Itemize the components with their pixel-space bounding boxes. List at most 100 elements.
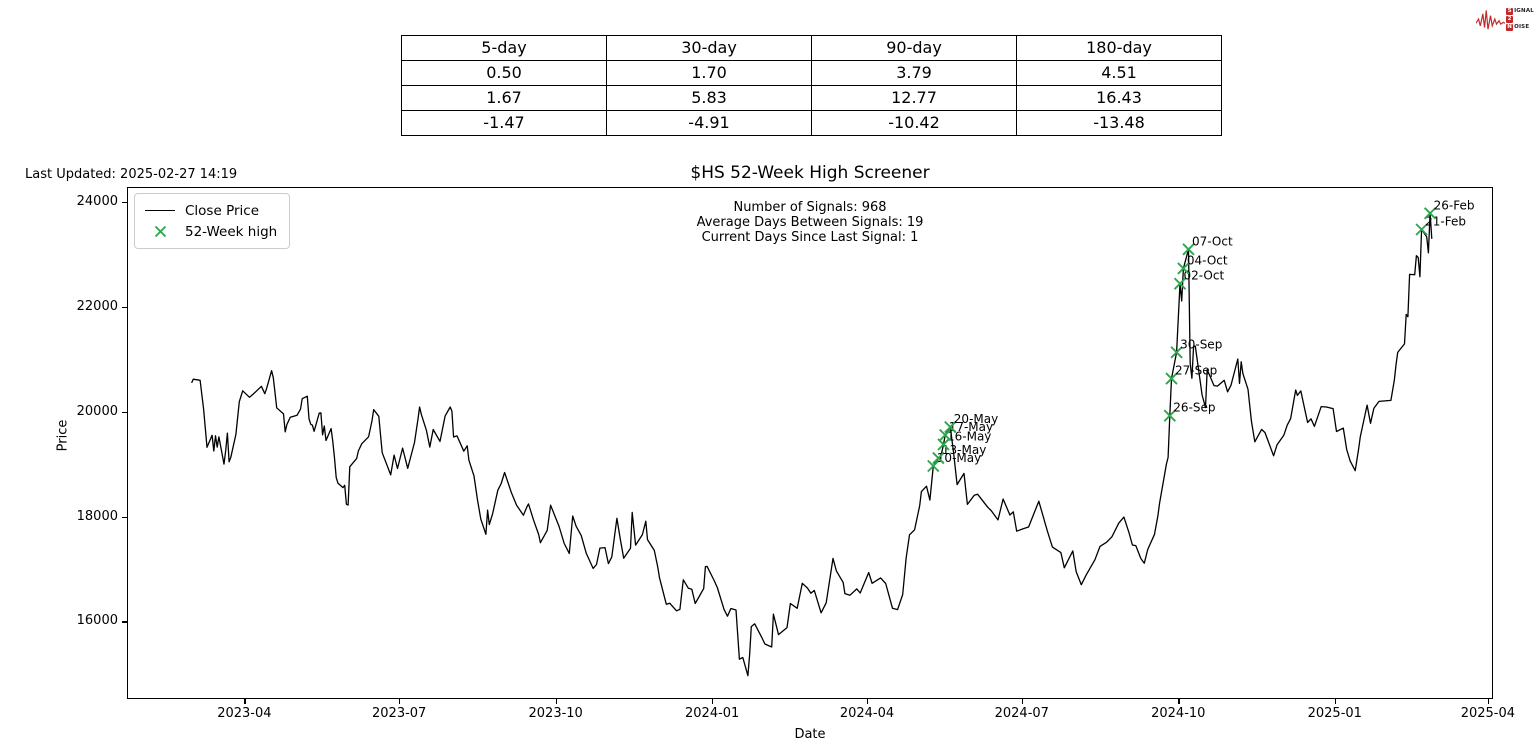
x-tick-label: 2024-01 — [685, 706, 740, 721]
table-cell: 1.70 — [606, 60, 812, 86]
table-cell: -4.91 — [606, 110, 812, 136]
signal-label: 30-Sep — [1180, 337, 1222, 351]
x-tick-mark — [1178, 699, 1180, 704]
signal-marker-x — [944, 420, 957, 434]
x-tick-mark — [1334, 699, 1337, 704]
x-tick-mark — [866, 699, 869, 704]
x-tick-label: 2023-04 — [217, 706, 272, 721]
legend-label-close-price: Close Price — [185, 202, 259, 219]
signal-marker-x — [939, 428, 952, 442]
signal-stats-annotation: Number of Signals: 968 Average Days Betw… — [127, 200, 1493, 245]
logo-box-2: 2 — [1506, 15, 1514, 23]
y-tick-mark — [122, 411, 127, 414]
signal-marker-x — [1173, 277, 1187, 290]
logo-box-n: N — [1506, 23, 1514, 31]
table-row: -1.47 -4.91 -10.42 -13.48 — [401, 110, 1222, 136]
chart-title: $HS 52-Week High Screener — [690, 163, 930, 183]
signal-label: 27-Sep — [1175, 364, 1217, 378]
signal-label: 26-Feb — [1434, 198, 1475, 212]
last-updated-text: Last Updated: 2025-02-27 14:19 — [25, 167, 238, 182]
table-cell: 12.77 — [811, 85, 1017, 111]
returns-table: 5-day 30-day 90-day 180-day 0.50 1.70 3.79 4.51… — [401, 35, 1222, 136]
y-tick-mark — [122, 202, 127, 204]
table-header-cell: 5-day — [401, 35, 607, 61]
plot-area: 10-May 13-May 16-May 17-May 20-May 26-Sep 27-S… — [127, 187, 1493, 699]
annotation-line-3: Current Days Since Last Signal: 1 — [701, 230, 919, 245]
table-cell: 4.51 — [1016, 60, 1222, 86]
x-tick-mark — [555, 699, 557, 704]
annotation-line-2: Average Days Between Signals: 19 — [696, 215, 924, 230]
signal-marker-x — [937, 438, 950, 451]
x-tick-mark — [399, 699, 401, 704]
signal-label: 17-May — [949, 420, 993, 434]
signal-marker-x — [932, 451, 945, 465]
annotation-line-1: Number of Signals: 968 — [733, 200, 887, 215]
signal-marker-x — [1177, 262, 1190, 275]
x-tick-mark — [712, 699, 714, 704]
x-tick-mark — [1021, 699, 1024, 704]
y-tick-label: 22000 — [76, 298, 118, 314]
y-tick-mark — [122, 516, 127, 518]
x-tick-label: 2024-07 — [994, 706, 1049, 721]
signal-label: 04-Oct — [1187, 253, 1228, 267]
logo-rest-signal: IGNAL — [1514, 8, 1534, 14]
legend-label-52-week-high: 52-Week high — [185, 223, 278, 240]
table-row: 0.50 1.70 3.79 4.51 — [401, 60, 1222, 86]
table-cell: 5.83 — [606, 85, 812, 111]
signal-label: 02-Oct — [1184, 269, 1225, 283]
signal2noise-logo: S IGNAL 2 N OISE — [1476, 3, 1534, 35]
logo-row-signal: S IGNAL — [1506, 7, 1534, 15]
signal-marker-x — [1415, 223, 1428, 236]
table-cell: -1.47 — [401, 110, 607, 136]
waveform-icon — [1476, 10, 1506, 30]
x-tick-mark — [244, 699, 246, 704]
x-marker-icon — [145, 225, 175, 238]
logo-rest-noise: OISE — [1514, 24, 1530, 30]
x-tick-label: 2024-04 — [839, 706, 895, 721]
table-header-cell: 180-day — [1016, 35, 1222, 61]
legend: Close Price 52-Week high — [134, 193, 291, 249]
close-price-line — [191, 212, 1433, 677]
y-tick-label: 24000 — [76, 194, 118, 210]
signal-label: 26-Sep — [1173, 401, 1215, 415]
y-tick-mark — [122, 621, 127, 623]
y-tick-label: 18000 — [76, 508, 118, 524]
x-axis-label: Date — [794, 727, 826, 742]
x-tick-label: 2024-10 — [1151, 706, 1206, 721]
signal-marker-x — [1182, 243, 1195, 256]
signal-label: 07-Oct — [1192, 234, 1233, 248]
y-tick-label: 16000 — [76, 613, 118, 629]
x-tick-mark — [1487, 699, 1490, 704]
table-cell: -10.42 — [811, 110, 1017, 136]
signal-label: 16-May — [947, 429, 991, 443]
signal-marker-x — [1170, 346, 1183, 359]
line-sample-icon — [145, 210, 175, 211]
x-tick-label: 2025-01 — [1307, 706, 1362, 721]
logo-text: S IGNAL 2 N OISE — [1506, 7, 1534, 31]
legend-item-52-week-high: 52-Week high — [145, 221, 277, 242]
signal-marker-x — [927, 459, 940, 473]
signal-label: 20-May — [954, 412, 998, 426]
table-header-cell: 90-day — [811, 35, 1017, 61]
x-tick-label: 2023-07 — [372, 706, 427, 721]
logo-row-2: 2 — [1506, 15, 1534, 23]
x-tick-label: 2023-10 — [528, 706, 583, 721]
table-cell: 3.79 — [811, 60, 1017, 86]
table-row: 1.67 5.83 12.77 16.43 — [401, 85, 1222, 111]
x-tick-label: 2025-04 — [1460, 706, 1516, 721]
logo-box-s: S — [1506, 7, 1514, 15]
table-header-row: 5-day 30-day 90-day 180-day — [401, 35, 1222, 61]
signal-marker-x — [1165, 372, 1178, 385]
y-tick-mark — [122, 306, 127, 309]
table-header-cell: 30-day — [606, 35, 812, 61]
table-cell: -13.48 — [1016, 110, 1222, 136]
table-cell: 16.43 — [1016, 85, 1222, 111]
y-tick-label: 20000 — [76, 403, 118, 419]
legend-item-close-price: Close Price — [145, 200, 277, 221]
signal-label: 10-May — [937, 451, 981, 465]
logo-row-noise: N OISE — [1506, 23, 1534, 31]
signal-marker-x — [1423, 207, 1437, 220]
signal-marker-x — [1163, 409, 1176, 422]
